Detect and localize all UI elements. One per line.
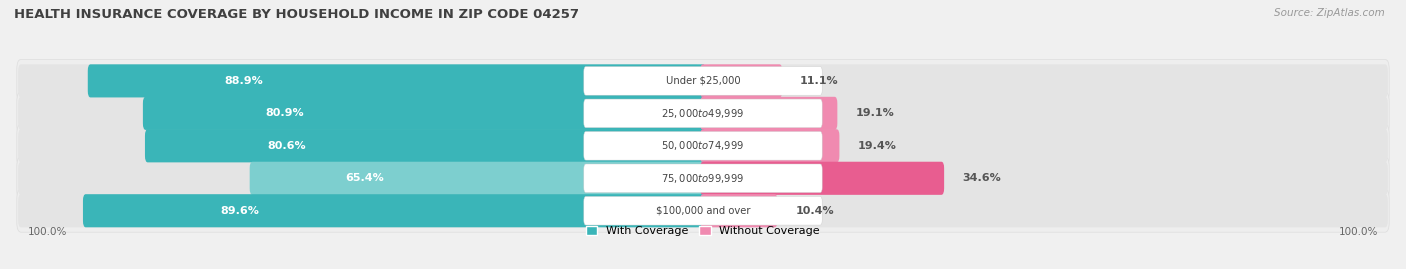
FancyBboxPatch shape [707, 162, 1388, 195]
FancyBboxPatch shape [18, 64, 699, 97]
FancyBboxPatch shape [707, 194, 1388, 227]
FancyBboxPatch shape [700, 64, 782, 97]
Text: 19.4%: 19.4% [858, 141, 896, 151]
FancyBboxPatch shape [143, 97, 706, 130]
FancyBboxPatch shape [17, 124, 1389, 167]
Text: 100.0%: 100.0% [28, 227, 67, 237]
Text: 11.1%: 11.1% [800, 76, 839, 86]
FancyBboxPatch shape [700, 162, 945, 195]
FancyBboxPatch shape [18, 162, 699, 195]
Text: $25,000 to $49,999: $25,000 to $49,999 [661, 107, 745, 120]
FancyBboxPatch shape [18, 194, 699, 227]
FancyBboxPatch shape [583, 164, 823, 193]
Text: 19.1%: 19.1% [855, 108, 894, 118]
FancyBboxPatch shape [583, 67, 823, 95]
FancyBboxPatch shape [83, 194, 706, 227]
FancyBboxPatch shape [583, 132, 823, 160]
FancyBboxPatch shape [707, 97, 1388, 130]
FancyBboxPatch shape [17, 157, 1389, 200]
Text: $75,000 to $99,999: $75,000 to $99,999 [661, 172, 745, 185]
FancyBboxPatch shape [700, 194, 778, 227]
FancyBboxPatch shape [145, 129, 706, 162]
FancyBboxPatch shape [17, 92, 1389, 135]
Text: $100,000 and over: $100,000 and over [655, 206, 751, 216]
FancyBboxPatch shape [250, 162, 706, 195]
FancyBboxPatch shape [700, 97, 838, 130]
Text: 89.6%: 89.6% [221, 206, 260, 216]
Text: 34.6%: 34.6% [962, 173, 1001, 183]
Text: 100.0%: 100.0% [1339, 227, 1378, 237]
FancyBboxPatch shape [707, 129, 1388, 162]
Text: Under $25,000: Under $25,000 [665, 76, 741, 86]
FancyBboxPatch shape [18, 97, 699, 130]
Text: 65.4%: 65.4% [346, 173, 384, 183]
FancyBboxPatch shape [87, 64, 706, 97]
Text: 80.9%: 80.9% [266, 108, 304, 118]
Text: Source: ZipAtlas.com: Source: ZipAtlas.com [1274, 8, 1385, 18]
FancyBboxPatch shape [583, 196, 823, 225]
Text: $50,000 to $74,999: $50,000 to $74,999 [661, 139, 745, 152]
FancyBboxPatch shape [700, 129, 839, 162]
Text: 80.6%: 80.6% [267, 141, 307, 151]
Text: 88.9%: 88.9% [225, 76, 263, 86]
Text: 10.4%: 10.4% [796, 206, 834, 216]
FancyBboxPatch shape [707, 64, 1388, 97]
FancyBboxPatch shape [17, 59, 1389, 102]
FancyBboxPatch shape [583, 99, 823, 128]
FancyBboxPatch shape [18, 129, 699, 162]
FancyBboxPatch shape [17, 189, 1389, 232]
Text: HEALTH INSURANCE COVERAGE BY HOUSEHOLD INCOME IN ZIP CODE 04257: HEALTH INSURANCE COVERAGE BY HOUSEHOLD I… [14, 8, 579, 21]
Legend: With Coverage, Without Coverage: With Coverage, Without Coverage [582, 221, 824, 240]
